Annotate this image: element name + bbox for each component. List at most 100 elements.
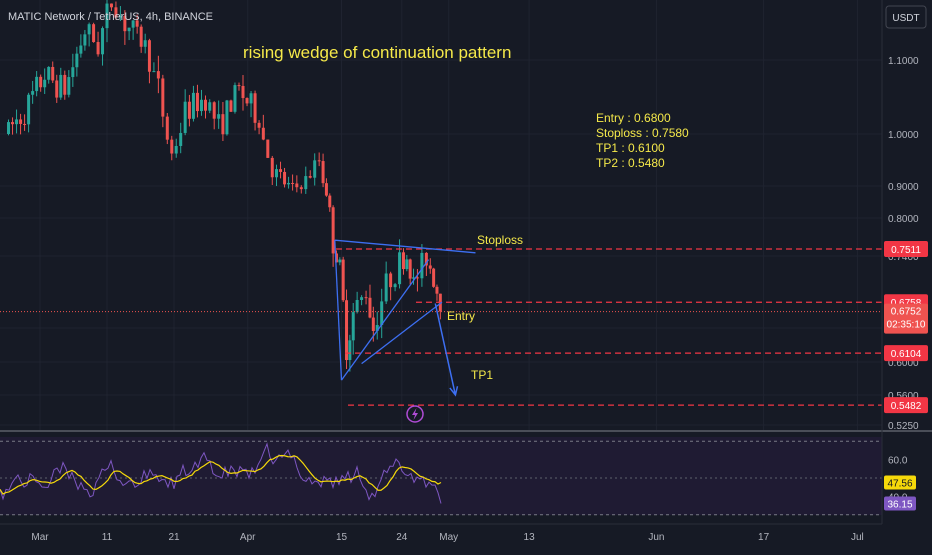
candle-body [143, 40, 147, 47]
wedge-left-edge [334, 240, 343, 381]
chart-title: rising wedge of continuation pattern [243, 43, 511, 62]
candle-body [360, 297, 364, 300]
candle-body [199, 99, 203, 112]
price-tick-label: 1.1000 [888, 56, 919, 67]
wedge-upper-line [334, 239, 476, 254]
candle-body [313, 160, 317, 178]
candle-body [257, 122, 261, 128]
candle-body [299, 187, 303, 190]
candle-body [428, 265, 432, 269]
candle-body [233, 85, 237, 112]
projection-arrow [434, 303, 457, 396]
candle-body [283, 171, 287, 185]
wedge-lower-line [340, 259, 430, 381]
level-badge-tp2 [884, 397, 928, 414]
candle-body [270, 157, 274, 178]
time-tick-label: Jul [851, 532, 864, 543]
lightning-icon[interactable] [406, 405, 424, 423]
candle-body [249, 93, 253, 104]
candle-body [217, 114, 221, 119]
candle-body [19, 119, 23, 124]
currency-button[interactable]: USDT [885, 5, 927, 29]
candle-body [101, 28, 105, 55]
candle-body [321, 161, 325, 184]
time-tick-label: 21 [168, 532, 180, 543]
entry-label: Entry [447, 309, 475, 323]
candle-body [338, 259, 342, 263]
stoploss-label: Stoploss [477, 233, 523, 247]
rsi-ma-badge [884, 475, 916, 490]
candle-body [364, 297, 368, 299]
candle-body [420, 252, 424, 279]
time-tick-label: 15 [336, 532, 348, 543]
candle-body [35, 76, 39, 92]
trade-tp2-line: TP2 : 0.5480 [596, 156, 665, 170]
candle-body [380, 301, 384, 326]
candle-body [135, 20, 139, 27]
candle-body [304, 176, 308, 190]
candle-body [83, 34, 87, 46]
rsi-ma-line [0, 454, 442, 495]
candle-body [39, 76, 43, 88]
candle-body [384, 273, 388, 302]
rsi-ma-badge-label: 47.56 [887, 478, 912, 489]
time-tick-label: 11 [102, 532, 113, 543]
candle-body [92, 24, 96, 43]
candle-body [287, 182, 291, 185]
wedge-support-line [361, 301, 443, 365]
candle-body [23, 123, 27, 125]
candle-body [412, 277, 416, 279]
candle-body [79, 45, 83, 54]
candle-body [341, 259, 345, 301]
price-tick-label: 0.7400 [888, 252, 919, 263]
candle-body [334, 253, 338, 263]
time-tick-label: Apr [240, 532, 256, 543]
time-axis[interactable]: Mar 11 21 Apr 15 24 May 13 Jun 17 Jul [31, 532, 863, 543]
candle-body [67, 77, 71, 95]
candle-body [156, 71, 160, 79]
candle-body [43, 79, 47, 88]
level-badge-tp1 [884, 345, 928, 362]
candle-body [355, 299, 359, 313]
candle-body [27, 94, 31, 125]
candle-body [203, 99, 207, 111]
candle-body [408, 259, 412, 279]
candle-body [179, 132, 183, 146]
candle-body [47, 66, 51, 80]
rsi-tick-label: 60.0 [888, 456, 908, 467]
price-badges: 0.75110.67580.61040.54820.675202:35:1047… [884, 240, 928, 511]
candle-body [225, 100, 229, 135]
trade-entry-line: Entry : 0.6800 [596, 111, 671, 125]
candle-body [266, 139, 270, 158]
candle-body [328, 195, 332, 208]
symbol-title: MATIC Network / TetherUS, 4h, BINANCE [8, 11, 213, 23]
candle-body [174, 145, 178, 154]
candle-body [368, 297, 372, 318]
drawings [334, 239, 476, 397]
rsi-badge [884, 496, 916, 511]
candle-body [187, 101, 191, 119]
time-tick-label: 13 [524, 532, 536, 543]
rsi-line [0, 442, 442, 504]
candle-body [161, 78, 165, 117]
time-tick-label: Jun [648, 532, 664, 543]
candle-body [71, 67, 75, 78]
candle-body [221, 114, 225, 135]
grid [0, 0, 882, 430]
price-axis[interactable]: 1.10001.00000.90000.80000.74000.64000.60… [888, 56, 919, 503]
price-tick-label: 0.6000 [888, 358, 919, 369]
time-tick-label: 24 [396, 532, 408, 543]
tp1-label: TP1 [471, 368, 493, 382]
candle-body [118, 15, 122, 18]
candle-body [389, 273, 393, 288]
candle-body [291, 182, 295, 184]
candle-body [253, 93, 257, 123]
candle-body [308, 176, 312, 178]
currency-label: USDT [892, 13, 919, 24]
candle-body [208, 102, 212, 111]
price-pane[interactable] [0, 0, 882, 430]
time-tick-label: May [439, 532, 458, 543]
candle-body [114, 7, 118, 18]
price-tick-label: 0.5600 [888, 391, 919, 402]
